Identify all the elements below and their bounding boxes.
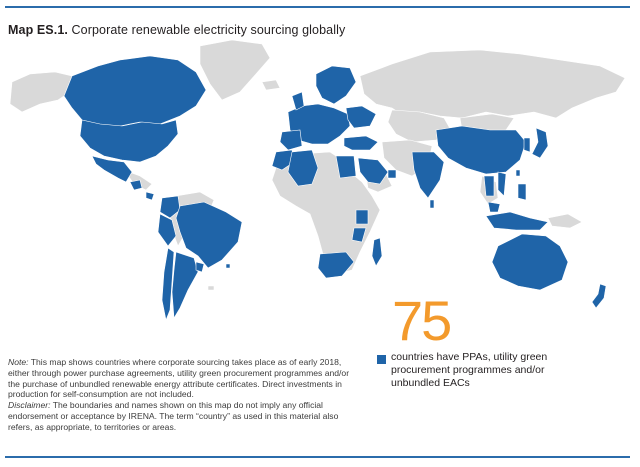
bottom-rule	[5, 456, 630, 458]
note-label: Note:	[8, 357, 29, 367]
legend-swatch	[377, 355, 386, 364]
central-asia-shape	[387, 109, 453, 143]
falkland-shape	[225, 263, 231, 269]
argentina-shape	[171, 251, 199, 319]
thailand-shape	[483, 175, 495, 197]
uae-shape	[387, 169, 397, 179]
chile-shape	[161, 247, 175, 322]
tanzania-shape	[351, 227, 367, 243]
philippines-shape	[517, 183, 527, 201]
map-title-text: Corporate renewable electricity sourcing…	[71, 23, 346, 37]
taiwan-shape	[515, 169, 521, 177]
malaysia-shape	[487, 201, 501, 213]
vietnam-shape	[497, 171, 507, 197]
islands-shape	[207, 285, 215, 291]
saudi-shape	[357, 157, 389, 185]
costa-rica-shape	[145, 191, 155, 201]
map-number-label: Map ES.1.	[8, 23, 68, 37]
morocco-shape	[271, 149, 295, 171]
turkey-shape	[343, 135, 379, 151]
map-note: Note: This map shows countries where cor…	[8, 357, 363, 433]
note-text: This map shows countries where corporate…	[8, 357, 350, 400]
indonesia-shape	[485, 211, 549, 231]
sourcing-countries	[63, 55, 607, 322]
world-map	[9, 40, 626, 322]
canada-shape	[63, 55, 207, 127]
png-shape	[547, 213, 583, 229]
egypt-shape	[335, 155, 357, 179]
colombia-shape	[159, 195, 181, 219]
peru-shape	[157, 213, 177, 247]
iceland-shape	[261, 79, 281, 91]
mexico-shape	[91, 155, 133, 183]
korea-shape	[523, 137, 531, 153]
map-title: Map ES.1. Corporate renewable electricit…	[8, 23, 345, 37]
country-count: 75	[392, 289, 452, 352]
nordics-shape	[315, 65, 357, 105]
legend-description: countries have PPAs, utility green procu…	[391, 351, 548, 389]
india-shape	[411, 151, 445, 199]
guatemala-shape	[129, 179, 143, 191]
kenya-shape	[355, 209, 369, 225]
madagascar-shape	[371, 237, 383, 267]
russia-shape	[359, 49, 626, 119]
uk-shape	[291, 91, 305, 111]
china-shape	[435, 125, 527, 175]
disclaimer-label: Disclaimer:	[8, 400, 51, 411]
iberia-shape	[279, 129, 303, 151]
usa-shape	[79, 119, 179, 163]
new-zealand-shape	[591, 283, 607, 309]
algeria-shape	[287, 149, 319, 187]
uruguay-shape	[195, 261, 205, 273]
south-africa-shape	[317, 251, 355, 279]
eastern-europe-shape	[345, 105, 377, 129]
top-rule	[5, 6, 630, 8]
brazil-shape	[175, 201, 243, 269]
sri-lanka-shape	[429, 199, 435, 209]
disclaimer-text: The boundaries and names shown on this m…	[8, 400, 339, 432]
alaska-shape	[9, 71, 73, 113]
australia-shape	[491, 233, 569, 291]
greenland-shape	[199, 40, 271, 101]
japan-shape	[531, 127, 549, 159]
